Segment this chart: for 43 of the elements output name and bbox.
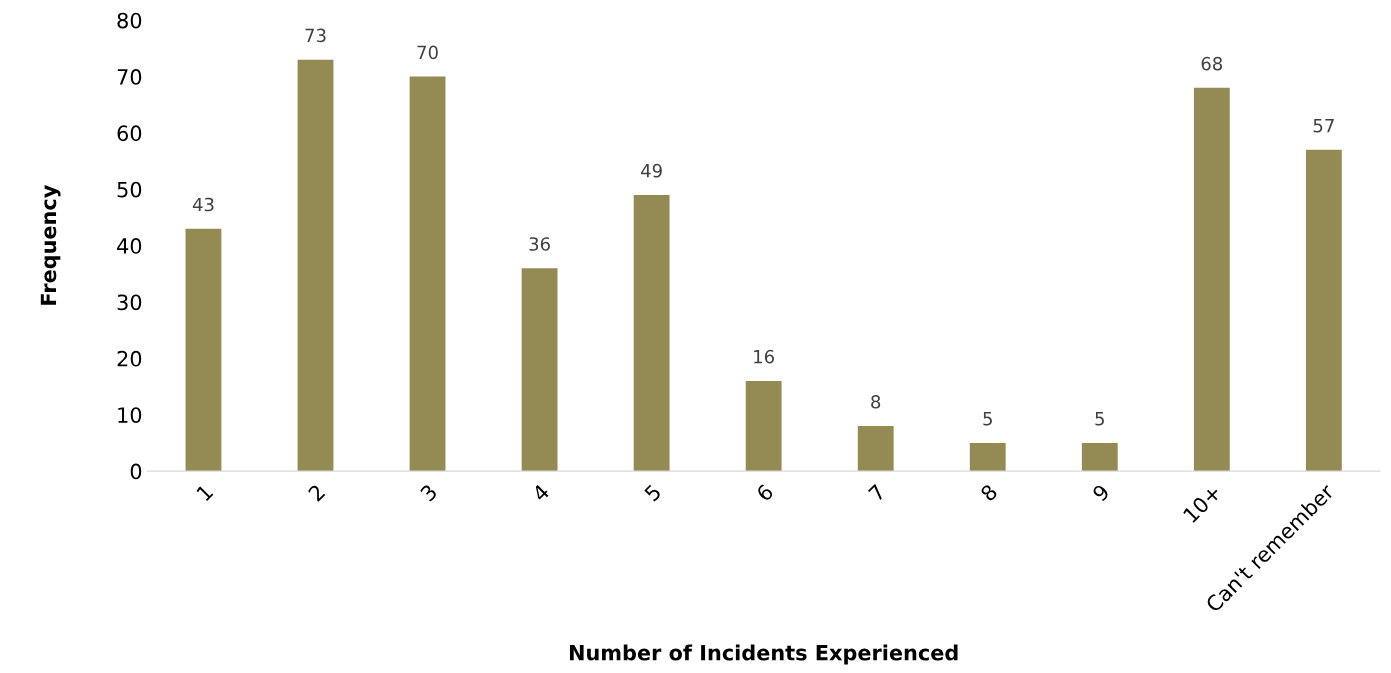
- x-tick-label: 1: [196, 484, 214, 502]
- data-label: 43: [192, 197, 214, 212]
- x-tick-label: 5: [643, 483, 662, 502]
- bar: [857, 426, 894, 472]
- bar: [745, 380, 782, 472]
- y-tick-label: 20: [117, 350, 142, 367]
- y-tick-label: 0: [130, 463, 142, 480]
- x-tick-label: 4: [531, 483, 550, 503]
- data-label: 70: [417, 45, 438, 60]
- x-tick-label: 2: [307, 483, 326, 502]
- data-label: 68: [1201, 56, 1223, 71]
- x-tick-label: 9: [1091, 483, 1111, 503]
- bar: [1305, 149, 1342, 472]
- y-tick-label: 80: [117, 12, 142, 29]
- y-tick-label: 40: [117, 238, 142, 254]
- data-label: 5: [1095, 412, 1104, 426]
- data-label: 8: [871, 394, 881, 409]
- data-label: 73: [305, 28, 326, 43]
- data-label: 5: [983, 412, 992, 426]
- bar: [1081, 442, 1118, 472]
- x-tick-label: 6: [755, 483, 775, 502]
- x-tick-label: 10+: [1182, 484, 1222, 524]
- x-tick-label: 3: [419, 483, 438, 502]
- bar: [521, 268, 558, 472]
- y-axis-title: Frequency: [40, 185, 61, 305]
- y-tick-label: 30: [117, 294, 142, 311]
- y-tick-label: 10: [118, 407, 142, 423]
- x-tick-label: 8: [979, 483, 999, 502]
- y-tick-label: 50: [117, 181, 142, 198]
- data-label: 36: [529, 237, 550, 251]
- bar: [297, 59, 334, 472]
- bar: [1193, 87, 1230, 472]
- data-label: 16: [754, 349, 775, 364]
- data-label: 49: [641, 163, 662, 178]
- data-label: 57: [1313, 119, 1334, 133]
- y-tick-label: 60: [117, 125, 142, 142]
- bar: [409, 76, 446, 472]
- y-tick-label: 70: [117, 69, 142, 85]
- bar: [969, 442, 1006, 472]
- bar: [633, 194, 670, 472]
- x-tick-label: 7: [867, 483, 886, 502]
- bar: [185, 228, 222, 472]
- x-axis-title: Number of Incidents Experienced: [569, 644, 958, 665]
